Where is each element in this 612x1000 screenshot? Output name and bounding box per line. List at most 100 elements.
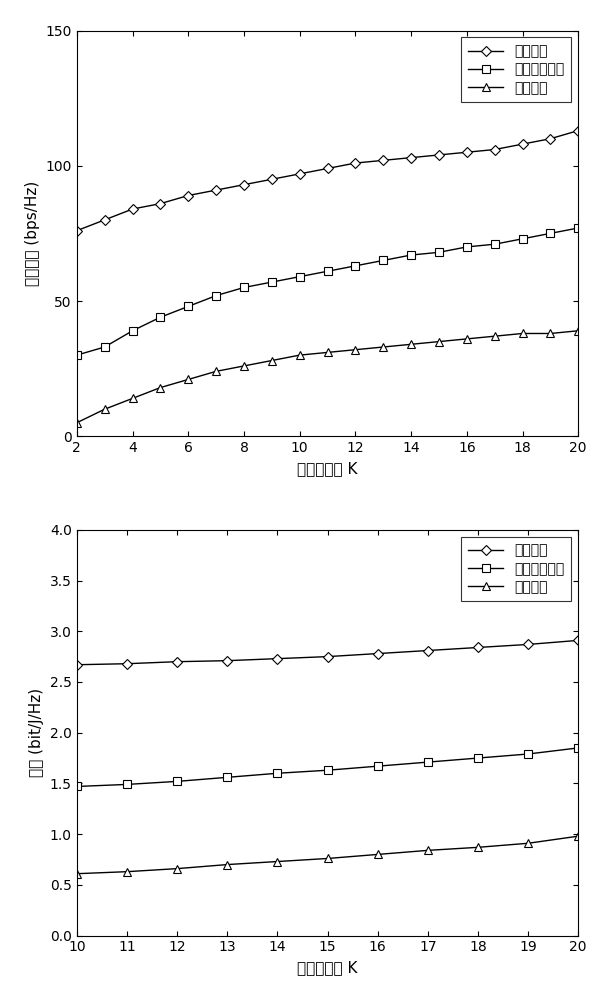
传统方法 xyxy=(296,349,304,361)
本文方法 xyxy=(379,154,387,166)
传统方法 xyxy=(547,327,554,339)
传统方法 xyxy=(157,382,164,394)
本文方法 xyxy=(424,645,431,657)
对比文献方法 xyxy=(73,349,80,361)
本文方法 xyxy=(101,214,108,226)
X-axis label: 调度用户数 K: 调度用户数 K xyxy=(297,461,358,476)
传统方法 xyxy=(73,868,80,880)
对比文献方法 xyxy=(241,281,248,293)
传统方法 xyxy=(241,360,248,372)
对比文献方法 xyxy=(123,778,130,790)
传统方法 xyxy=(324,852,331,864)
本文方法 xyxy=(212,184,220,196)
本文方法 xyxy=(524,638,532,650)
对比文献方法 xyxy=(408,249,415,261)
本文方法 xyxy=(575,125,582,137)
传统方法 xyxy=(575,325,582,337)
对比文献方法 xyxy=(463,241,471,253)
传统方法 xyxy=(524,837,532,849)
传统方法 xyxy=(352,344,359,356)
传统方法 xyxy=(274,856,281,868)
传统方法 xyxy=(73,417,80,429)
本文方法 xyxy=(324,162,331,174)
对比文献方法 xyxy=(491,238,498,250)
Line: 本文方法: 本文方法 xyxy=(73,127,582,235)
本文方法 xyxy=(435,149,442,161)
对比文献方法 xyxy=(524,748,532,760)
传统方法 xyxy=(223,859,231,871)
本文方法 xyxy=(547,133,554,145)
Line: 传统方法: 传统方法 xyxy=(73,832,582,878)
Line: 本文方法: 本文方法 xyxy=(73,637,582,669)
对比文献方法 xyxy=(129,325,136,337)
本文方法 xyxy=(173,656,181,668)
本文方法 xyxy=(519,138,526,150)
传统方法 xyxy=(101,403,108,415)
Y-axis label: 频谱效率 (bps/Hz): 频谱效率 (bps/Hz) xyxy=(25,181,40,286)
传统方法 xyxy=(463,333,471,345)
对比文献方法 xyxy=(223,771,231,783)
传统方法 xyxy=(379,341,387,353)
对比文献方法 xyxy=(374,760,381,772)
对比文献方法 xyxy=(101,341,108,353)
对比文献方法 xyxy=(519,233,526,245)
传统方法 xyxy=(268,355,275,367)
传统方法 xyxy=(374,848,381,860)
对比文献方法 xyxy=(324,764,331,776)
对比文献方法 xyxy=(575,222,582,234)
本文方法 xyxy=(223,655,231,667)
传统方法 xyxy=(408,338,415,350)
本文方法 xyxy=(241,179,248,191)
本文方法 xyxy=(274,653,281,665)
对比文献方法 xyxy=(157,311,164,323)
对比文献方法 xyxy=(274,767,281,779)
本文方法 xyxy=(352,157,359,169)
本文方法 xyxy=(129,203,136,215)
X-axis label: 调度用户数 K: 调度用户数 K xyxy=(297,960,358,975)
本文方法 xyxy=(463,146,471,158)
传统方法 xyxy=(519,327,526,339)
本文方法 xyxy=(73,225,80,237)
传统方法 xyxy=(129,392,136,404)
本文方法 xyxy=(123,658,130,670)
传统方法 xyxy=(474,841,482,853)
Line: 对比文献方法: 对比文献方法 xyxy=(73,224,582,359)
对比文献方法 xyxy=(324,265,331,277)
对比文献方法 xyxy=(474,752,482,764)
对比文献方法 xyxy=(296,271,304,283)
本文方法 xyxy=(374,648,381,660)
对比文献方法 xyxy=(547,227,554,239)
本文方法 xyxy=(73,659,80,671)
对比文献方法 xyxy=(352,260,359,272)
本文方法 xyxy=(185,190,192,202)
对比文献方法 xyxy=(575,742,582,754)
本文方法 xyxy=(408,152,415,164)
传统方法 xyxy=(324,346,331,358)
本文方法 xyxy=(575,634,582,646)
本文方法 xyxy=(474,641,482,653)
对比文献方法 xyxy=(424,756,431,768)
对比文献方法 xyxy=(268,276,275,288)
对比文献方法 xyxy=(185,300,192,312)
本文方法 xyxy=(268,173,275,185)
本文方法 xyxy=(296,168,304,180)
Y-axis label: 能效 (bit/J/Hz): 能效 (bit/J/Hz) xyxy=(29,688,45,777)
本文方法 xyxy=(491,144,498,156)
传统方法 xyxy=(185,373,192,385)
传统方法 xyxy=(491,330,498,342)
Line: 传统方法: 传统方法 xyxy=(73,327,582,427)
Legend: 本文方法, 对比文献方法, 传统方法: 本文方法, 对比文献方法, 传统方法 xyxy=(461,537,572,601)
本文方法 xyxy=(324,651,331,663)
本文方法 xyxy=(157,198,164,210)
对比文献方法 xyxy=(212,290,220,302)
传统方法 xyxy=(123,866,130,878)
传统方法 xyxy=(212,365,220,377)
对比文献方法 xyxy=(173,775,181,787)
传统方法 xyxy=(173,863,181,875)
Line: 对比文献方法: 对比文献方法 xyxy=(73,744,582,790)
对比文献方法 xyxy=(435,246,442,258)
传统方法 xyxy=(435,336,442,348)
传统方法 xyxy=(424,844,431,856)
对比文献方法 xyxy=(379,254,387,266)
Legend: 本文方法, 对比文献方法, 传统方法: 本文方法, 对比文献方法, 传统方法 xyxy=(461,37,572,102)
